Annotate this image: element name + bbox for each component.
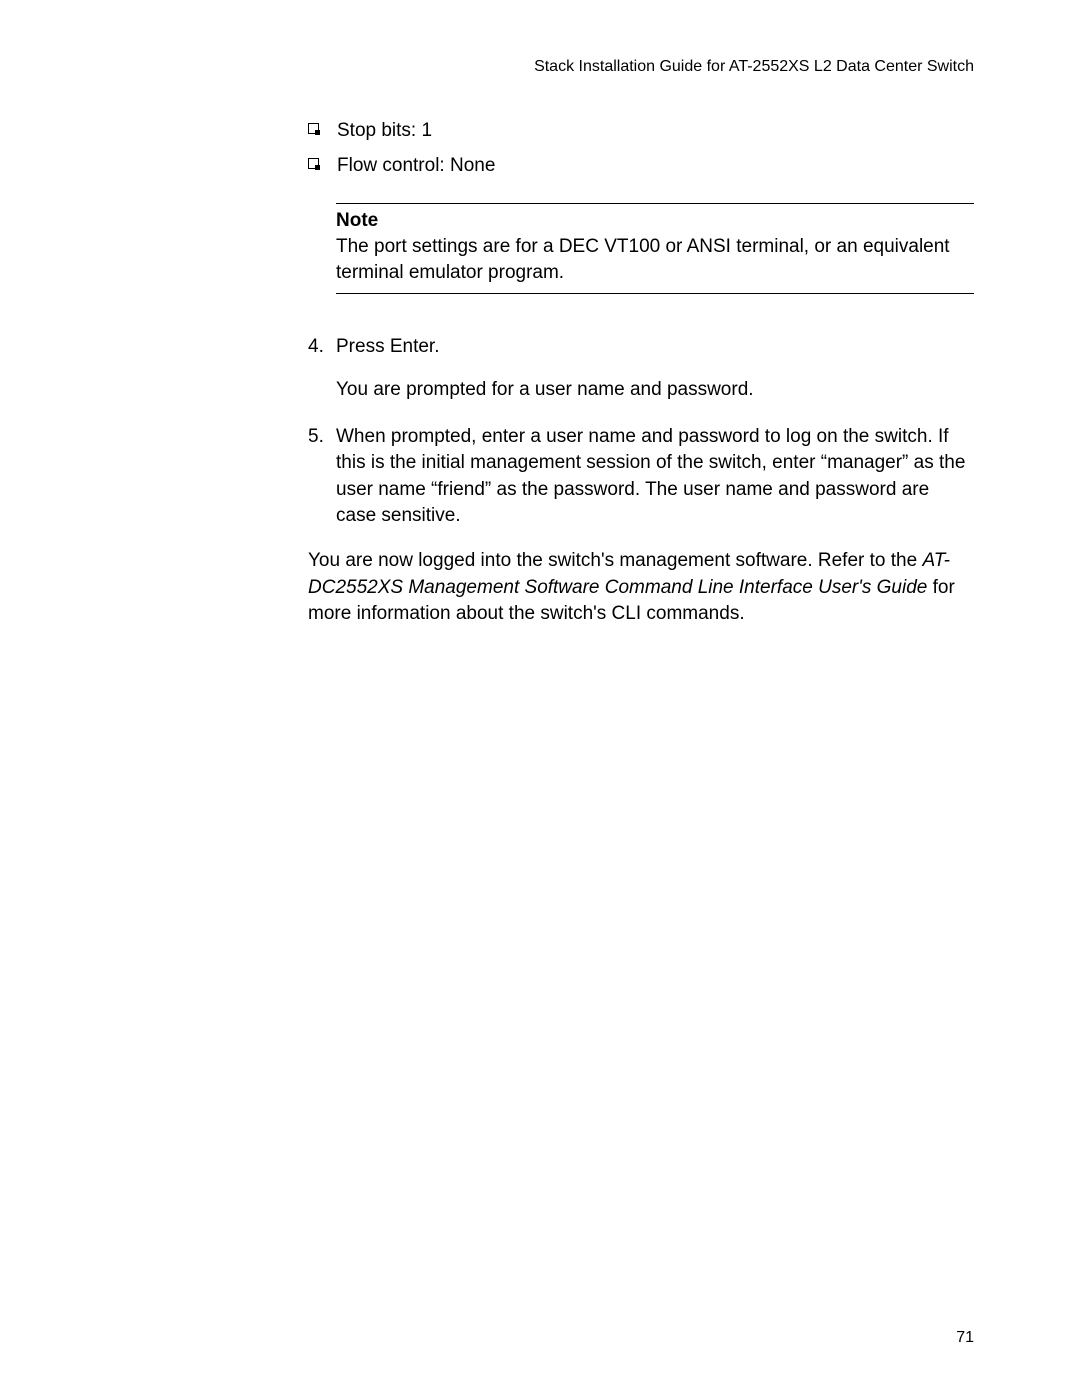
step-number: 4. [308, 334, 336, 361]
numbered-list: 5. When prompted, enter a user name and … [308, 424, 974, 530]
step-text: Press Enter. [336, 334, 974, 361]
bullet-text: Flow control: None [337, 153, 495, 180]
page-container: Stack Installation Guide for AT-2552XS L… [0, 0, 1080, 1397]
bullet-marker-icon [308, 123, 319, 134]
closing-paragraph: You are now logged into the switch's man… [308, 548, 974, 628]
bullet-text: Stop bits: 1 [337, 118, 432, 145]
bullet-marker-icon [308, 158, 319, 169]
numbered-item: 4. Press Enter. [308, 334, 974, 361]
closing-prefix: You are now logged into the switch's man… [308, 550, 922, 571]
content-area: Stop bits: 1 Flow control: None Note The… [308, 118, 974, 628]
note-box: Note The port settings are for a DEC VT1… [336, 203, 974, 294]
numbered-item: 5. When prompted, enter a user name and … [308, 424, 974, 530]
page-header: Stack Installation Guide for AT-2552XS L… [106, 58, 974, 76]
bullet-item: Flow control: None [308, 153, 974, 180]
step-text: When prompted, enter a user name and pas… [336, 424, 974, 530]
note-title: Note [336, 210, 974, 232]
numbered-list: 4. Press Enter. [308, 334, 974, 361]
note-body: The port settings are for a DEC VT100 or… [336, 234, 974, 285]
bullet-list: Stop bits: 1 Flow control: None [308, 118, 974, 179]
bullet-item: Stop bits: 1 [308, 118, 974, 145]
page-number: 71 [956, 1329, 974, 1347]
step-number: 5. [308, 424, 336, 451]
step-sub-paragraph: You are prompted for a user name and pas… [336, 377, 974, 404]
